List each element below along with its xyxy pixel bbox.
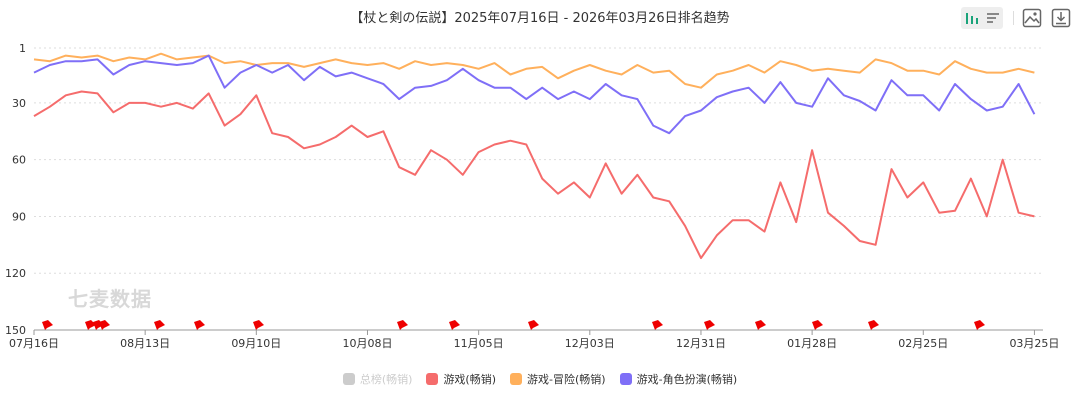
event-flag-icon[interactable] xyxy=(253,320,264,330)
legend-swatch xyxy=(510,373,523,385)
image-icon[interactable] xyxy=(1022,7,1042,29)
flag-shape xyxy=(704,320,715,330)
y-tick-label: 90 xyxy=(12,210,26,223)
x-tick-label: 01月28日 xyxy=(787,337,837,350)
event-flag-icon[interactable] xyxy=(449,320,460,330)
legend: 总榜(畅销) 游戏(畅销) 游戏-冒险(畅销) 游戏-角色扮演(畅销) xyxy=(0,371,1080,387)
x-tick-label: 11月05日 xyxy=(454,337,504,350)
legend-swatch xyxy=(342,373,355,385)
download-icon[interactable] xyxy=(1051,7,1071,29)
event-flag-icon[interactable] xyxy=(868,320,879,330)
event-flag-icon[interactable] xyxy=(194,320,205,330)
watermark: 七麦数据 xyxy=(68,287,152,311)
x-tick-label: 12月31日 xyxy=(676,337,726,350)
x-tick-label: 03月25日 xyxy=(1009,337,1059,350)
x-tick-label: 09月10日 xyxy=(231,337,281,350)
event-flag-icon[interactable] xyxy=(99,320,110,330)
legend-label: 游戏-角色扮演(畅销) xyxy=(636,373,738,386)
event-flag-icon[interactable] xyxy=(974,320,985,330)
legend-swatch xyxy=(619,373,632,385)
y-tick-label: 150 xyxy=(5,324,26,337)
legend-item[interactable]: 总榜(畅销) xyxy=(342,371,413,387)
x-tick-label: 08月13日 xyxy=(120,337,170,350)
event-flag-icon[interactable] xyxy=(652,320,663,330)
chart-title: 【杖と剣の伝説】2025年07月16日 - 2026年03月26日排名趋势 xyxy=(350,11,730,26)
list-icon[interactable] xyxy=(986,11,1000,25)
y-tick-label: 120 xyxy=(5,267,26,280)
legend-label: 游戏-冒险(畅销) xyxy=(527,373,606,386)
x-tick-label: 10月08日 xyxy=(342,337,392,350)
flag-shape xyxy=(528,320,539,330)
flag-shape xyxy=(868,320,879,330)
series-line-3 xyxy=(33,54,1036,135)
legend-item[interactable]: 游戏-角色扮演(畅销) xyxy=(619,371,738,387)
y-tick-label: 60 xyxy=(12,154,26,167)
y-tick-label: 30 xyxy=(12,97,26,110)
legend-label: 总榜(畅销) xyxy=(359,373,413,386)
flag-shape xyxy=(652,320,663,330)
x-tick-label: 02月25日 xyxy=(898,337,948,350)
event-flag-icon[interactable] xyxy=(755,320,766,330)
flag-shape xyxy=(397,320,408,330)
legend-item[interactable]: 游戏(畅销) xyxy=(426,371,496,387)
y-tick-label: 1 xyxy=(19,42,26,55)
flag-shape xyxy=(253,320,264,330)
event-flag-icon[interactable] xyxy=(528,320,539,330)
event-flag-icon[interactable] xyxy=(154,320,165,330)
x-tick-label: 12月03日 xyxy=(565,337,615,350)
event-flag-icon[interactable] xyxy=(42,320,53,330)
event-flag-icon[interactable] xyxy=(812,320,823,330)
flag-shape xyxy=(812,320,823,330)
legend-label: 游戏(畅销) xyxy=(443,373,497,386)
x-tick-label: 07月16日 xyxy=(9,337,59,350)
event-flag-icon[interactable] xyxy=(397,320,408,330)
event-flag-icon[interactable] xyxy=(704,320,715,330)
flag-shape xyxy=(42,320,53,330)
flag-shape xyxy=(755,320,766,330)
series-line-1 xyxy=(33,90,1035,260)
flag-shape xyxy=(974,320,985,330)
flag-shape xyxy=(449,320,460,330)
flag-shape xyxy=(154,320,165,330)
bar-chart-icon[interactable] xyxy=(965,11,979,25)
series-line-2 xyxy=(33,52,1035,89)
legend-swatch xyxy=(426,373,439,385)
toolbar-divider xyxy=(1013,11,1014,25)
flag-shape xyxy=(99,320,110,330)
chart-type-toggle[interactable] xyxy=(961,7,1003,29)
flag-shape xyxy=(194,320,205,330)
legend-item[interactable]: 游戏-冒险(畅销) xyxy=(510,371,606,387)
